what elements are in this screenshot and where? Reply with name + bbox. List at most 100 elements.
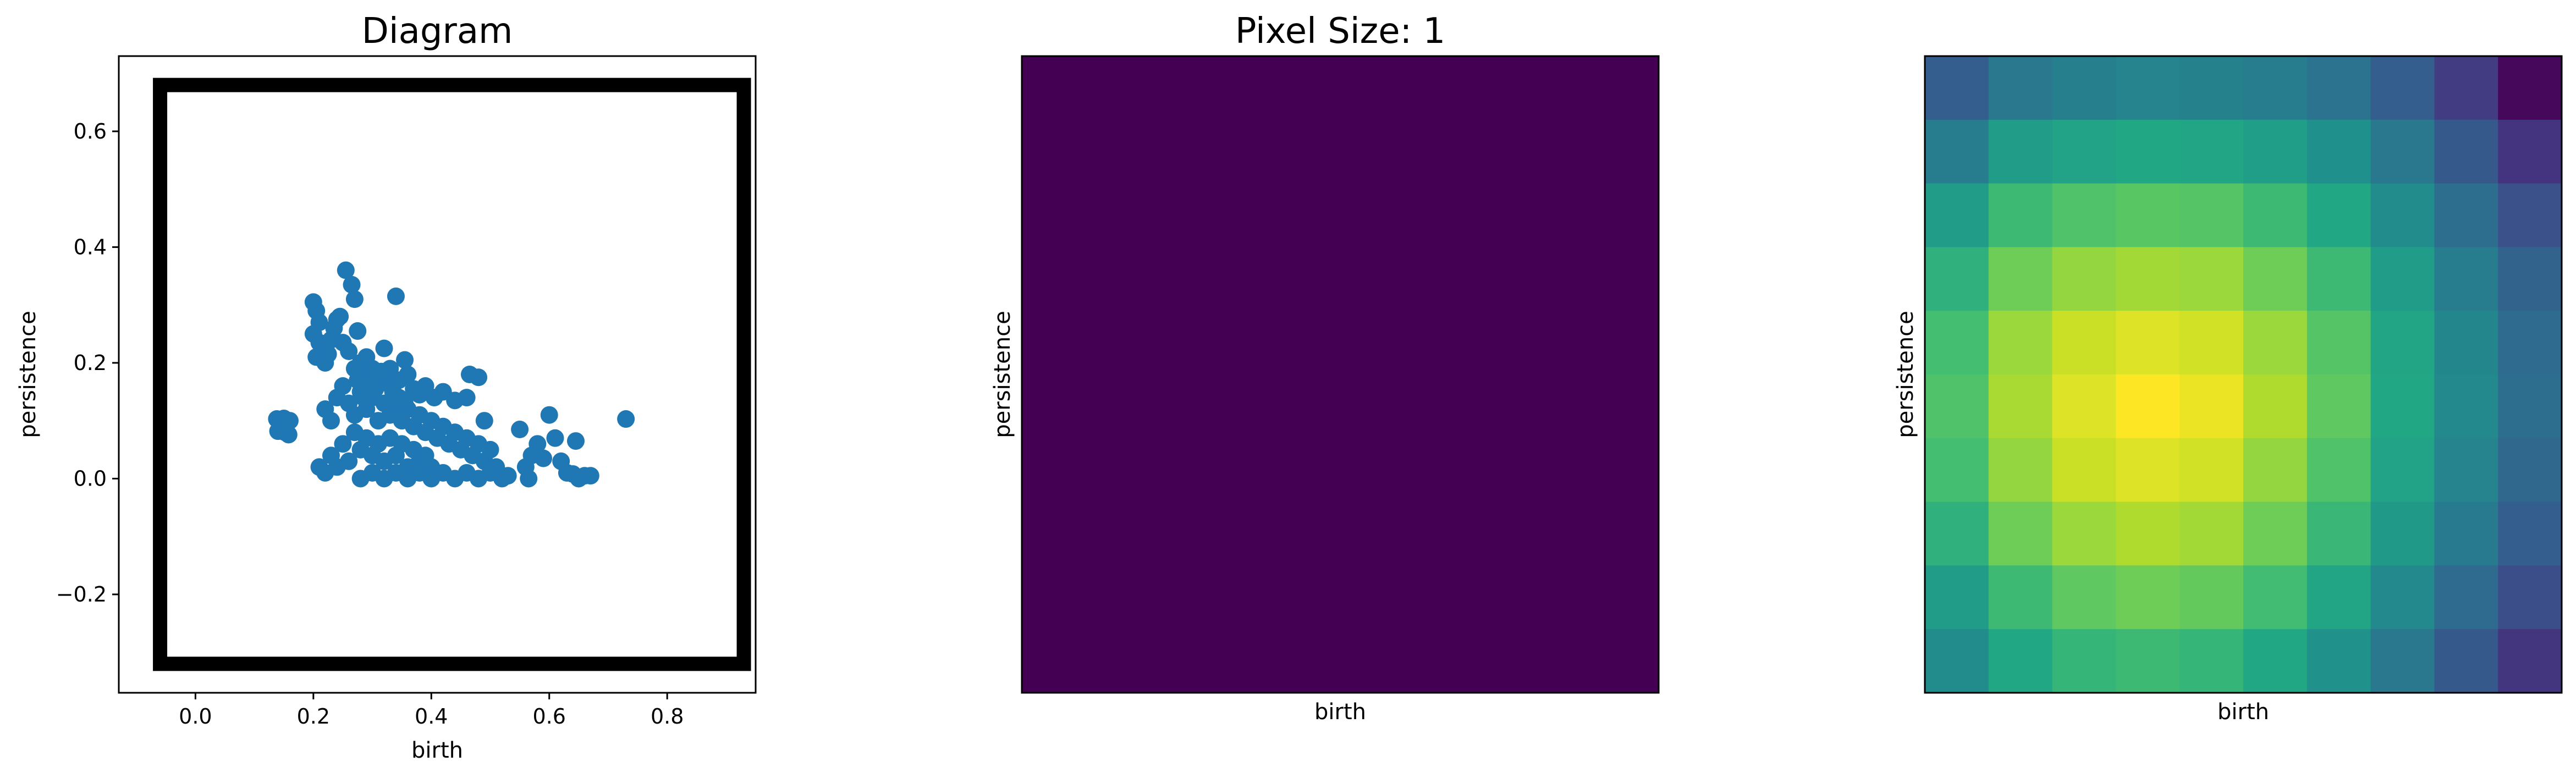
heatmap-cell <box>2052 629 2116 693</box>
scatter-point <box>396 394 414 412</box>
diagram-x-label: birth <box>411 738 463 763</box>
scatter-point <box>399 366 417 383</box>
heatmap-cell <box>2370 565 2435 630</box>
scatter-point <box>280 412 299 430</box>
heatmap-cell <box>2179 374 2244 439</box>
heatmap-single-y-label: persistence <box>990 311 1015 438</box>
heatmap-cell <box>2052 311 2116 375</box>
scatter-point <box>529 435 547 453</box>
scatter-point <box>387 287 405 305</box>
heatmap-cell <box>2052 374 2116 439</box>
heatmap-cell <box>2243 183 2308 247</box>
heatmap-cell <box>2434 565 2498 630</box>
y-tick-label: 0.2 <box>74 351 107 375</box>
heatmap-cell <box>2307 56 2371 120</box>
heatmap-cell <box>2370 56 2435 120</box>
heatmap-cell <box>1988 565 2053 630</box>
scatter-point <box>511 421 529 439</box>
x-tick-label: 0.6 <box>533 704 566 729</box>
scatter-point <box>345 290 364 308</box>
heatmap-cell <box>2370 311 2435 375</box>
scatter-point <box>546 429 564 447</box>
scatter-point <box>617 410 635 428</box>
heatmap-cell <box>2498 565 2562 630</box>
scatter-point <box>520 470 538 488</box>
heatmap-cell <box>2498 311 2562 375</box>
scatter-point <box>319 345 337 363</box>
heatmap-cell <box>1988 629 2053 693</box>
heatmap-cell <box>2370 438 2435 503</box>
pixel-size-title: Pixel Size: 1 <box>1235 11 1445 52</box>
heatmap-cell <box>2243 374 2308 439</box>
heatmap-cell <box>2179 247 2244 311</box>
heatmap-cell <box>2243 438 2308 503</box>
heatmap-cell <box>2116 311 2180 375</box>
heatmap-cell <box>2307 247 2371 311</box>
scatter-point <box>566 432 585 450</box>
heatmap-cell <box>2498 438 2562 503</box>
heatmap-cell <box>2370 183 2435 247</box>
heatmap-cell <box>2116 247 2180 311</box>
heatmap-cell <box>2307 629 2371 693</box>
heatmap-cell <box>2434 629 2498 693</box>
heatmap-cell <box>2179 183 2244 247</box>
heatmap-cell <box>2434 438 2498 503</box>
heatmap-cell <box>2498 247 2562 311</box>
heatmap-cell <box>2370 247 2435 311</box>
scatter-point <box>540 406 558 424</box>
x-tick-label: 0.8 <box>651 704 684 729</box>
scatter-point <box>475 412 493 430</box>
heatmap-grid-x-label: birth <box>2217 699 2269 725</box>
heatmap-grid-frame <box>1924 55 2563 694</box>
heatmap-cell <box>2243 311 2308 375</box>
heatmap-cell <box>2498 119 2562 184</box>
heatmap-cell <box>2052 56 2116 120</box>
scatter-point <box>535 449 552 467</box>
y-tick-label: −0.2 <box>56 582 107 606</box>
scatter-point <box>334 435 352 453</box>
scatter-point <box>375 339 393 357</box>
heatmap-cell <box>2307 311 2371 375</box>
scatter-point <box>564 465 582 483</box>
scatter-point <box>396 351 414 369</box>
heatmap-cell <box>1988 501 2053 566</box>
heatmap-cell <box>1988 247 2053 311</box>
diagram-title: Diagram <box>362 11 513 52</box>
heatmap-cell <box>2243 629 2308 693</box>
heatmap-cell <box>2116 183 2180 247</box>
heatmap-cell <box>2370 119 2435 184</box>
panel-pixel-size-1: Pixel Size: 1 birth persistence <box>990 11 1660 725</box>
y-tick-label: 0.4 <box>74 235 107 259</box>
heatmap-cell <box>2052 183 2116 247</box>
heatmap-cell <box>1925 183 1989 247</box>
heatmap-cell <box>1988 119 2053 184</box>
heatmap-cell <box>2498 183 2562 247</box>
heatmap-cell <box>2307 119 2371 184</box>
heatmap-cell <box>2307 183 2371 247</box>
scatter-point <box>581 467 599 485</box>
scatter-point <box>499 467 517 485</box>
heatmap-single-x-label: birth <box>1314 699 1366 725</box>
heatmap-cell <box>1925 565 1989 630</box>
heatmap-cell <box>2307 438 2371 503</box>
heatmap-cell <box>2179 565 2244 630</box>
scatter-point <box>343 275 361 294</box>
scatter-point <box>337 261 355 279</box>
scatter-point <box>349 322 367 340</box>
heatmap-cell <box>2307 374 2371 439</box>
scatter-points <box>268 261 635 488</box>
heatmap-cell <box>2116 374 2180 439</box>
heatmap-cell <box>1022 56 1659 693</box>
heatmap-cell <box>2052 247 2116 311</box>
x-tick-label: 0.4 <box>415 704 448 729</box>
heatmap-cell <box>2307 565 2371 630</box>
panel-heatmap-grid: birth persistence <box>1893 55 2563 725</box>
heatmap-cell <box>2116 565 2180 630</box>
scatter-point <box>340 452 358 470</box>
scatter-point <box>322 412 340 430</box>
heatmap-cell <box>2116 629 2180 693</box>
heatmap-cell <box>2116 501 2180 566</box>
heatmap-cell <box>2179 438 2244 503</box>
diagram-x-ticks: 0.0 0.2 0.4 0.6 0.8 <box>179 693 684 729</box>
